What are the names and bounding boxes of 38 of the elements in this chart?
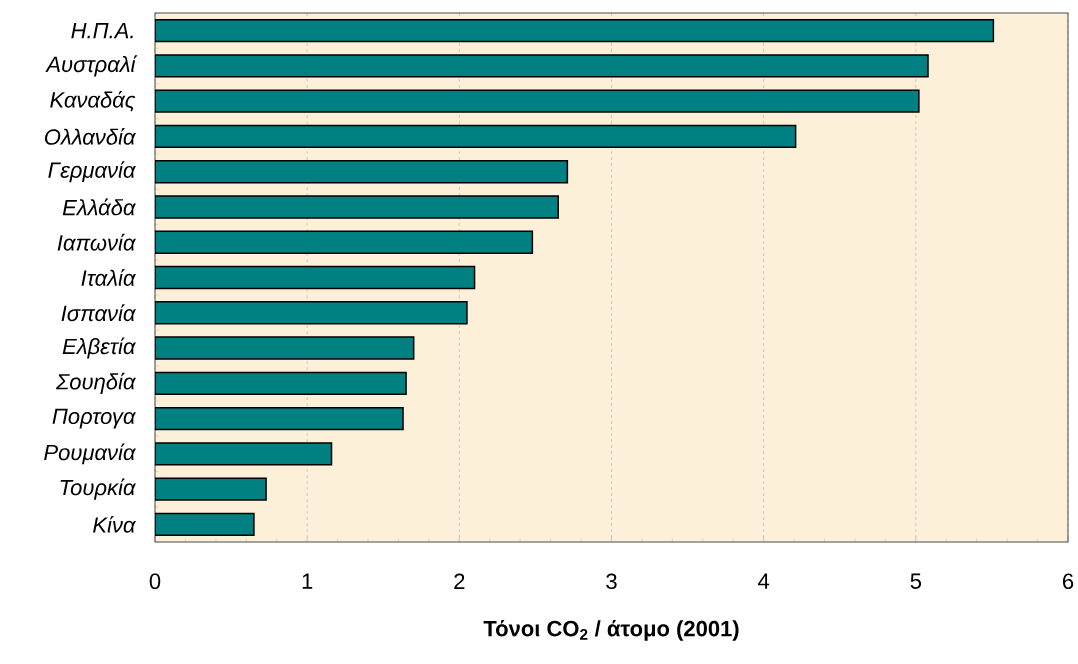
y-tick-label: Αυστραλί: [45, 55, 138, 77]
bar: [155, 442, 333, 466]
y-tick-label: Καναδάς: [50, 90, 136, 112]
y-tick-label: Ελλάδα: [62, 198, 136, 216]
x-tick-label: 0: [149, 573, 161, 590]
bar: [155, 265, 476, 290]
bar: [155, 124, 797, 149]
bar: [155, 18, 995, 43]
x-tick-label: 2: [454, 573, 465, 589]
bar: [155, 160, 569, 184]
x-tick-label: 1: [302, 573, 313, 589]
y-tick-label: Ολλανδία: [45, 128, 136, 145]
bar: [155, 54, 929, 78]
y-tick-label: Ελβετία: [62, 337, 136, 359]
y-tick-label: Κίνα: [93, 515, 136, 533]
bar: [155, 406, 404, 431]
y-tick-label: Ρουμανία: [44, 443, 136, 465]
y-tick-label: Ιταλία: [81, 269, 136, 286]
y-tick-label: Πορτογα: [52, 408, 136, 429]
x-axis-title: Τόνοι CO$_{2}$ / άτομο (2001): [483, 619, 739, 641]
x-tick-label: 6: [1063, 573, 1074, 590]
bar: [155, 512, 255, 537]
bar: [155, 230, 534, 254]
y-tick-label: Τουρκία: [60, 478, 137, 500]
bar: [155, 89, 920, 113]
y-tick-label: Ιαπωνία: [57, 233, 136, 251]
x-tick-label: 3: [606, 573, 617, 590]
bar: [155, 336, 415, 360]
y-tick-label: Γερμανία: [48, 161, 136, 183]
y-tick-label: Η.Π.Α.: [71, 23, 133, 39]
bar: [155, 301, 468, 325]
bar: [155, 477, 267, 501]
y-tick-label: Ισπανία: [61, 304, 136, 322]
y-tick-label: Σουηδία: [56, 372, 136, 394]
bar: [155, 195, 559, 219]
x-tick-label: 5: [910, 573, 922, 589]
x-tick-label: 4: [758, 573, 770, 589]
bar: [155, 371, 407, 395]
